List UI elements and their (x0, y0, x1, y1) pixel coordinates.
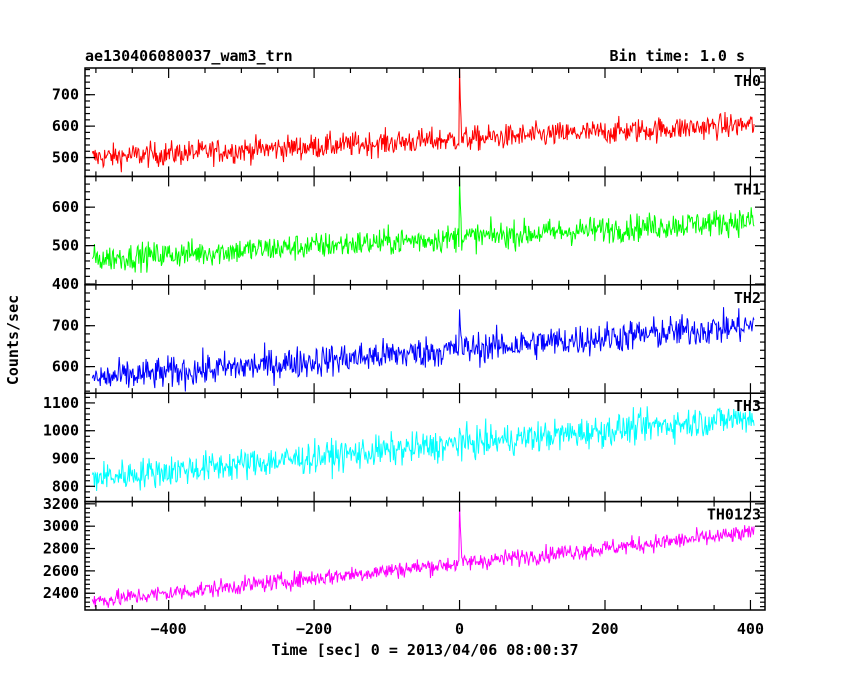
panel-label-th0: TH0 (734, 72, 761, 90)
series-line-th1 (91, 178, 755, 273)
y-tick-label: 2400 (43, 584, 79, 602)
x-tick-label: 400 (737, 620, 764, 638)
y-tick-label: 2800 (43, 540, 79, 558)
series-line-th0123 (91, 503, 755, 608)
x-tick-label: −200 (296, 620, 332, 638)
y-tick-label: 2600 (43, 562, 79, 580)
y-tick-label: 700 (52, 86, 79, 104)
panel-label-th1: TH1 (734, 180, 761, 198)
x-tick-label: 200 (591, 620, 618, 638)
panel-label-th2: TH2 (734, 289, 761, 307)
series-line-th3 (91, 406, 755, 492)
panel-frame-th0123 (84, 500, 766, 611)
y-tick-label: 600 (52, 358, 79, 376)
panel-label-th3: TH3 (734, 397, 761, 415)
chart-title-left: ae130406080037_wam3_trn (85, 47, 293, 65)
series-line-th2 (91, 307, 755, 392)
y-tick-label: 500 (52, 237, 79, 255)
panel-frame-th3 (84, 392, 766, 503)
y-tick-label: 900 (52, 450, 79, 468)
x-axis-label: Time [sec] 0 = 2013/04/06 08:00:37 (271, 641, 578, 659)
y-tick-label: 500 (52, 149, 79, 167)
y-tick-label: 800 (52, 477, 79, 495)
x-tick-label: −400 (151, 620, 187, 638)
y-tick-label: 400 (52, 275, 79, 293)
y-tick-label: 600 (52, 198, 79, 216)
y-tick-label: 1100 (43, 394, 79, 412)
y-tick-label: 3000 (43, 517, 79, 535)
series-line-th0 (91, 67, 755, 173)
y-tick-label: 700 (52, 317, 79, 335)
y-tick-label: 600 (52, 117, 79, 135)
y-axis-label: Counts/sec (4, 295, 22, 385)
panel-frame-th2 (84, 284, 766, 394)
panel-label-th0123: TH0123 (707, 506, 761, 524)
x-tick-label: 0 (455, 620, 464, 638)
y-tick-label: 3200 (43, 495, 79, 513)
panels-group: 500 600 700 TH0 400 500 600 TH1 600 700 TH2 800 900 1… (43, 67, 766, 638)
chart-title-right: Bin time: 1.0 s (610, 47, 745, 65)
y-tick-label: 1000 (43, 422, 79, 440)
